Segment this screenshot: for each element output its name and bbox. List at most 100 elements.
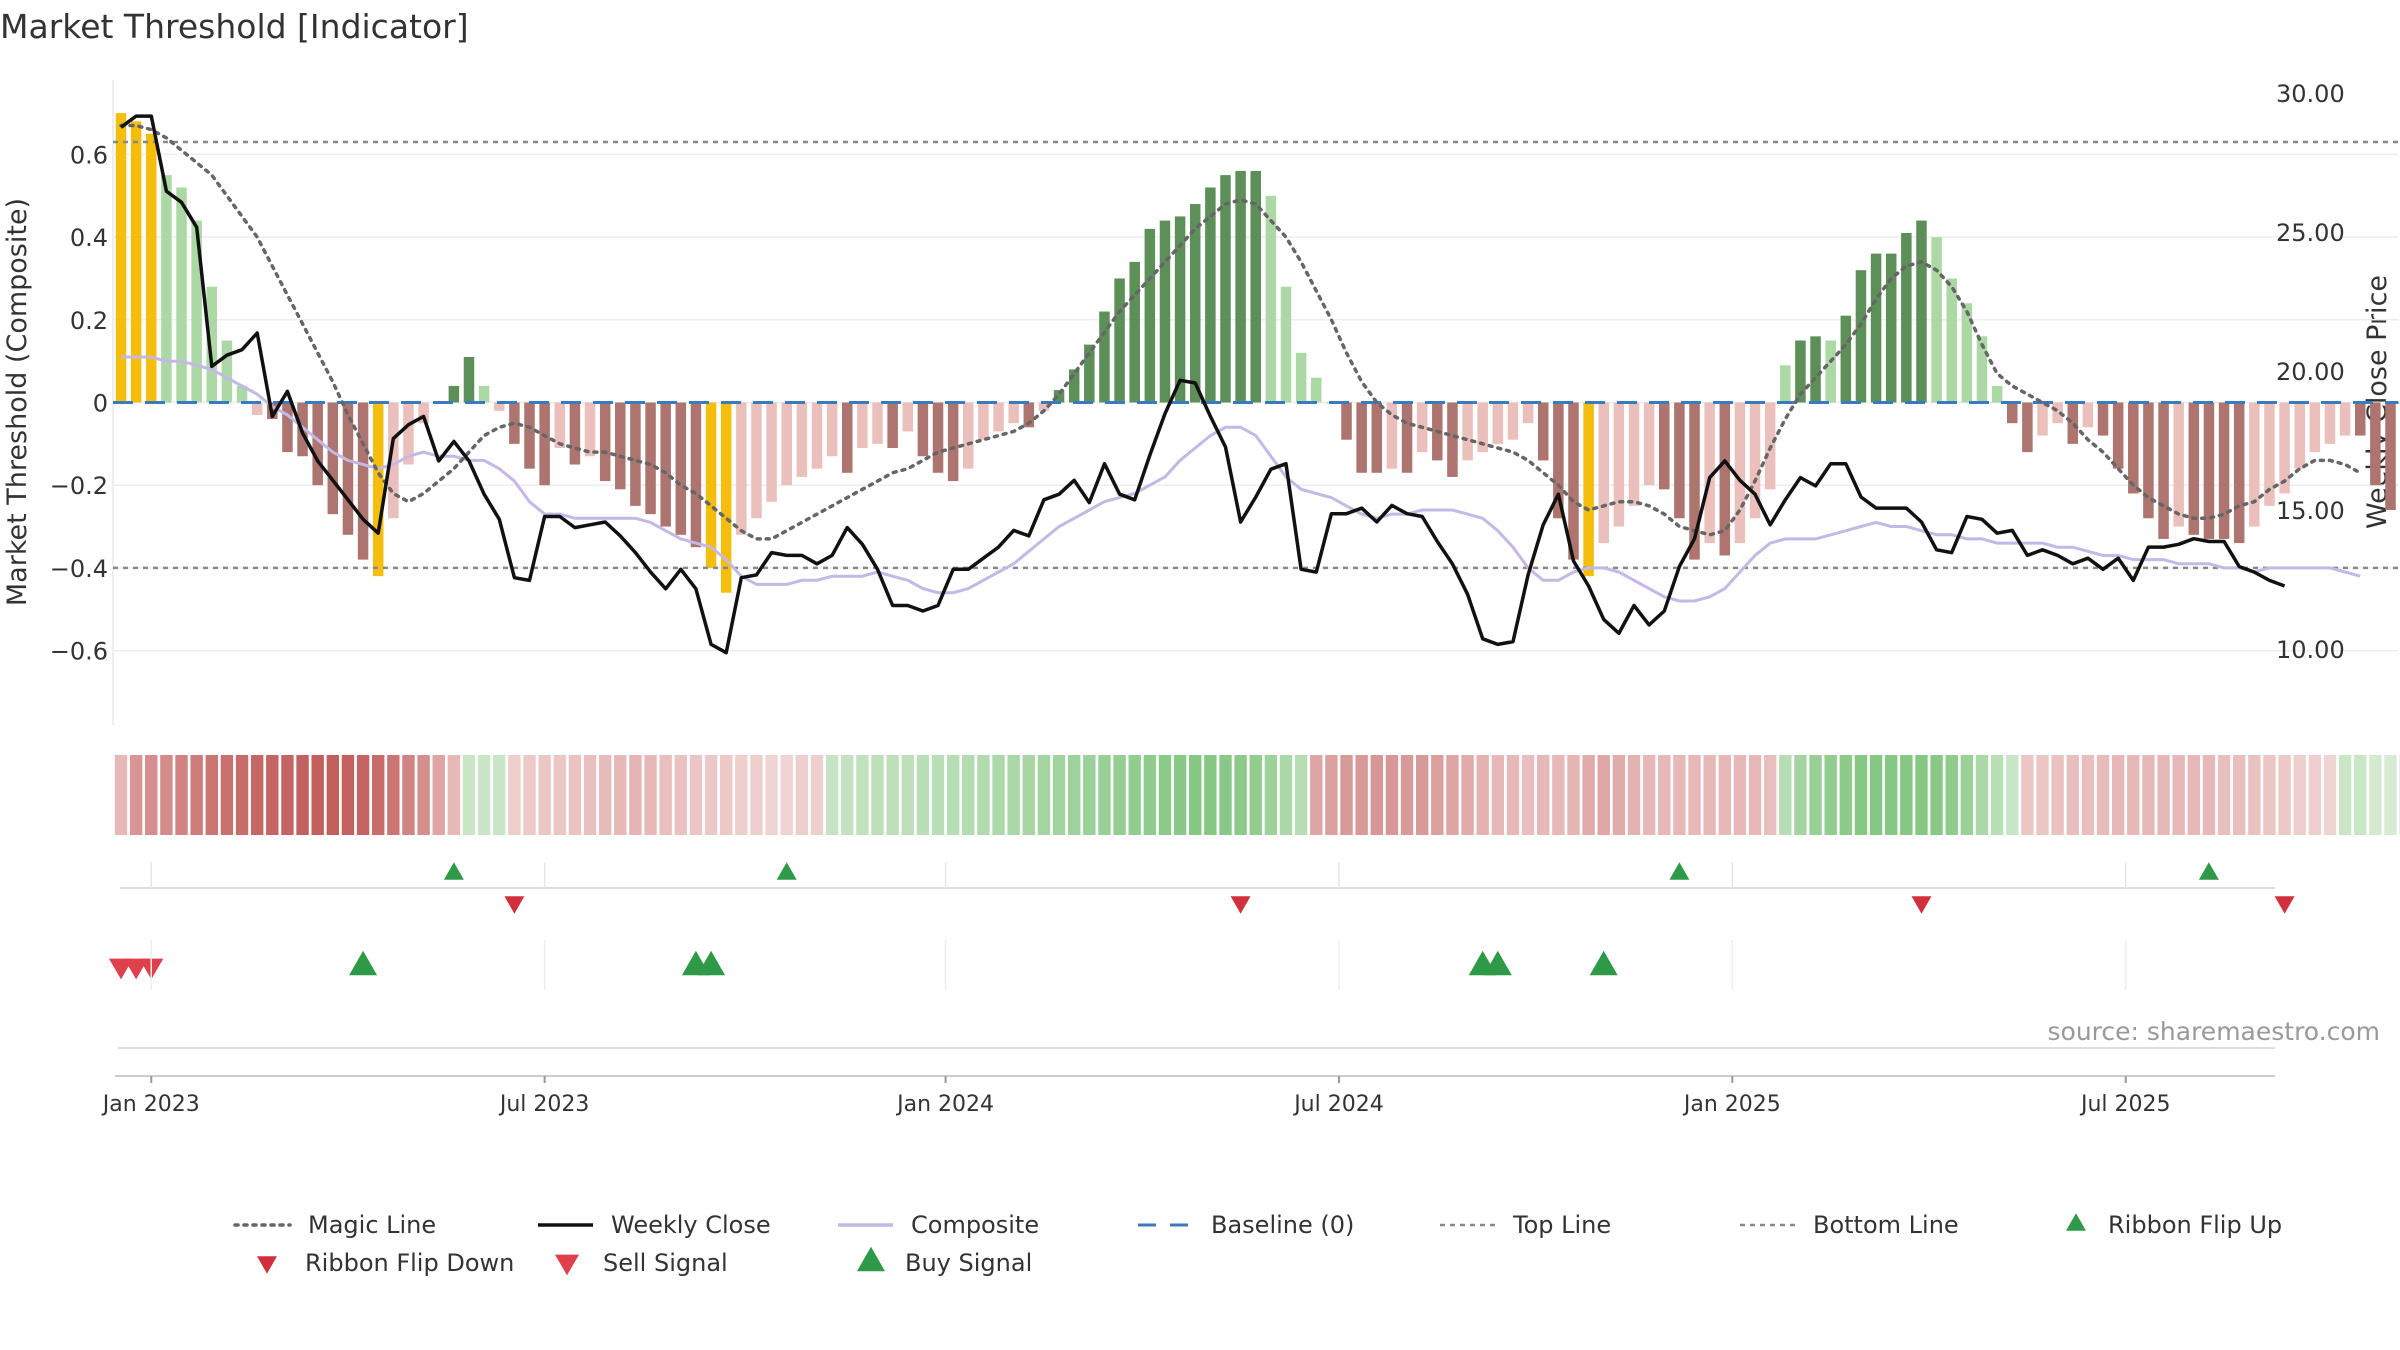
composite-bar bbox=[1749, 402, 1761, 519]
composite-bar bbox=[978, 402, 989, 440]
ribbon-cell bbox=[1627, 755, 1641, 835]
ribbon-cell bbox=[720, 755, 733, 835]
ribbon-cell bbox=[250, 755, 264, 835]
ribbon-cell bbox=[689, 755, 703, 835]
ribbon-cell bbox=[2217, 755, 2231, 835]
x-tick-label: Jan 2024 bbox=[895, 1092, 994, 1117]
ribbon-cell bbox=[1325, 755, 1338, 835]
legend-swatch bbox=[555, 1254, 579, 1276]
legend-label: Composite bbox=[911, 1211, 1039, 1239]
legend-label: Baseline (0) bbox=[1211, 1211, 1354, 1239]
composite-bar bbox=[1628, 402, 1640, 506]
ribbon-cell bbox=[2338, 755, 2352, 835]
ribbon-cell bbox=[2187, 755, 2201, 835]
composite-bar bbox=[1522, 402, 1534, 424]
composite-bar bbox=[1795, 340, 1806, 403]
ribbon-cell bbox=[2157, 755, 2170, 835]
ribbon-flip-up-marker bbox=[2198, 862, 2219, 880]
flip-markers-row bbox=[120, 862, 2295, 914]
composite-bar bbox=[599, 402, 611, 482]
composite-bar bbox=[1114, 278, 1125, 403]
composite-bar bbox=[1553, 402, 1564, 519]
legend-item: Baseline (0) bbox=[1138, 1211, 1354, 1239]
composite-bar bbox=[675, 402, 687, 535]
legend-label: Weekly Close bbox=[611, 1211, 771, 1239]
ribbon-cell bbox=[1869, 755, 1883, 835]
x-tick-label: Jan 2023 bbox=[101, 1092, 200, 1117]
ribbon-cell bbox=[1885, 755, 1898, 835]
ribbon-cell bbox=[2278, 755, 2291, 835]
composite-bar bbox=[1250, 170, 1261, 403]
composite-bar bbox=[1220, 175, 1231, 403]
composite-bar bbox=[2233, 402, 2245, 544]
composite-bar bbox=[2143, 402, 2154, 519]
ribbon-flip-markers bbox=[443, 862, 2295, 914]
ribbon-cell bbox=[190, 755, 203, 835]
ribbon-cell bbox=[175, 755, 188, 835]
composite-line bbox=[121, 355, 2361, 603]
ribbon-cell bbox=[2233, 755, 2246, 835]
composite-bar bbox=[221, 340, 233, 403]
composite-bar bbox=[1825, 340, 1836, 403]
ribbon-cell bbox=[674, 755, 688, 835]
legend-label: Top Line bbox=[1512, 1211, 1611, 1239]
composite-bar bbox=[1719, 402, 1731, 556]
ribbon-cell bbox=[1506, 755, 1520, 835]
ribbon-cell bbox=[795, 755, 809, 835]
buy-signal-marker bbox=[697, 950, 726, 976]
composite-bar bbox=[1008, 402, 1019, 424]
ribbon-cell bbox=[2111, 755, 2125, 835]
ribbon-cell bbox=[235, 755, 249, 835]
ribbon-cell bbox=[402, 755, 415, 835]
ribbon-flip-up-marker bbox=[776, 862, 797, 880]
legend-item: Composite bbox=[838, 1211, 1039, 1239]
ribbon-cell bbox=[1476, 755, 1489, 835]
ribbon-cell bbox=[538, 755, 551, 835]
ribbon-cell bbox=[1854, 755, 1868, 835]
ribbon-cell bbox=[1809, 755, 1822, 835]
ribbon-cell bbox=[1839, 755, 1853, 835]
ribbon-cell bbox=[583, 755, 597, 835]
composite-bar bbox=[1356, 402, 1367, 473]
composite-bar bbox=[645, 402, 656, 515]
ribbon-cell bbox=[750, 755, 763, 835]
composite-bar bbox=[1674, 402, 1685, 519]
ribbon-cell bbox=[477, 755, 491, 835]
ribbon-cell bbox=[508, 755, 521, 835]
ribbon-cell bbox=[1930, 755, 1943, 835]
ribbon-cell bbox=[2096, 755, 2110, 835]
composite-bar bbox=[494, 402, 505, 411]
composite-bar bbox=[630, 402, 641, 506]
composite-bar bbox=[872, 402, 883, 444]
composite-bar bbox=[2188, 402, 2200, 535]
y-axis-left-ticks: 0.6 0.4 0.2 0 −0.2 −0.4 −0.6 bbox=[50, 141, 108, 665]
composite-bar bbox=[1189, 204, 1201, 403]
ribbon-cell bbox=[1824, 755, 1837, 835]
composite-bar bbox=[418, 402, 429, 424]
composite-bar bbox=[2173, 402, 2184, 527]
ribbon-cell bbox=[417, 755, 430, 835]
composite-bar bbox=[2354, 402, 2366, 436]
composite-bar bbox=[1885, 253, 1897, 403]
composite-bar bbox=[1946, 278, 1957, 403]
ribbon-cell bbox=[2202, 755, 2216, 835]
composite-bar bbox=[2324, 402, 2336, 444]
ribbon-cell bbox=[1567, 755, 1580, 835]
ribbon-cell bbox=[2263, 755, 2276, 835]
y-tick-left-label: 0.4 bbox=[70, 224, 108, 252]
legend-label: Bottom Line bbox=[1813, 1211, 1959, 1239]
ribbon-cell bbox=[220, 755, 234, 835]
composite-bar bbox=[887, 402, 898, 448]
composite-bar bbox=[1462, 402, 1473, 461]
legend-item: Magic Line bbox=[233, 1211, 436, 1239]
ribbon-cell bbox=[341, 755, 355, 835]
y-axis-right-ticks: 30.00 25.00 20.00 15.00 10.00 bbox=[2276, 80, 2345, 664]
composite-bar bbox=[2309, 402, 2321, 453]
composite-bar bbox=[1099, 311, 1110, 403]
ribbon-flip-up-marker bbox=[443, 862, 464, 880]
composite-bar bbox=[1613, 402, 1625, 527]
composite-bar bbox=[1295, 352, 1307, 403]
y-axis-left-label: Market Threshold (Composite) bbox=[2, 198, 33, 606]
legend-swatch bbox=[857, 1246, 885, 1272]
composite-bar bbox=[690, 402, 702, 548]
